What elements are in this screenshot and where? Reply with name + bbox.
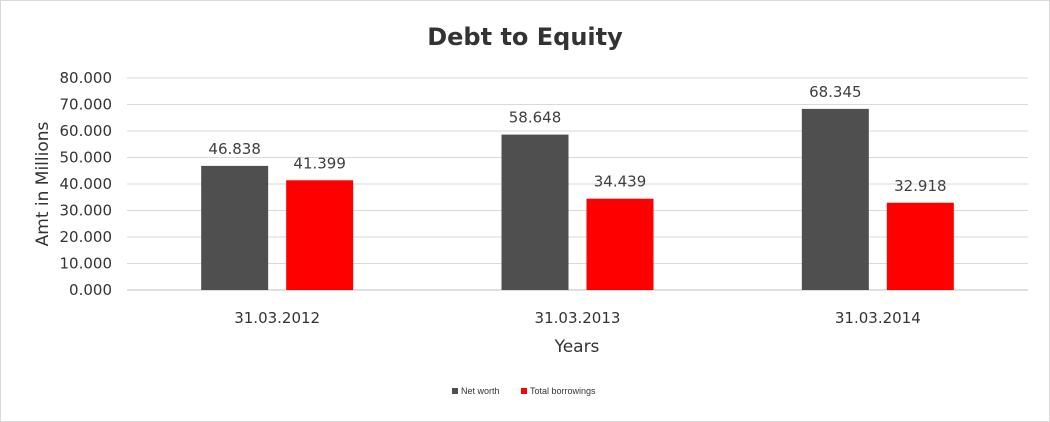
- y-tick-label: 30.000: [60, 202, 113, 220]
- legend-label: Net worth: [461, 386, 500, 396]
- gridlines: [127, 77, 1028, 291]
- bar: [886, 202, 954, 290]
- y-tick-label: 10.000: [60, 255, 113, 273]
- y-axis-ticks: 0.000 10.000 20.000 30.000 40.000 50.000 60.00…: [60, 69, 113, 299]
- bar: [801, 108, 869, 291]
- data-label: 46.838: [208, 140, 261, 158]
- data-label: 34.439: [594, 173, 647, 191]
- y-tick-label: 20.000: [60, 228, 113, 246]
- data-labels: 46.838 41.399 58.648 34.439 68.345 32.918: [208, 83, 946, 195]
- bars: [201, 108, 954, 291]
- legend-swatch: [521, 388, 527, 394]
- legend-label: Total borrowings: [530, 386, 596, 396]
- x-axis-title: Years: [554, 337, 600, 357]
- bar: [501, 134, 569, 290]
- x-tick-label: 31.03.2013: [535, 309, 621, 327]
- legend: Net worth Total borrowings: [452, 386, 596, 396]
- bar: [586, 198, 654, 290]
- y-tick-label: 70.000: [60, 96, 113, 114]
- data-label: 68.345: [809, 83, 862, 101]
- x-tick-label: 31.03.2014: [835, 309, 921, 327]
- data-label: 32.918: [894, 177, 947, 195]
- y-tick-label: 80.000: [60, 69, 113, 87]
- x-axis-ticks: 31.03.2012 31.03.2013 31.03.2014: [234, 309, 921, 327]
- y-tick-label: 60.000: [60, 122, 113, 140]
- y-tick-label: 50.000: [60, 149, 113, 167]
- bar: [201, 165, 269, 290]
- data-label: 58.648: [509, 109, 562, 127]
- y-tick-label: 40.000: [60, 175, 113, 193]
- y-tick-label: 0.000: [69, 281, 112, 299]
- chart-title: Debt to Equity: [427, 23, 623, 51]
- bar: [286, 180, 354, 290]
- legend-swatch: [452, 388, 458, 394]
- data-label: 41.399: [293, 154, 346, 172]
- x-tick-label: 31.03.2012: [234, 309, 320, 327]
- y-axis-title: Amt in Millions: [33, 121, 53, 246]
